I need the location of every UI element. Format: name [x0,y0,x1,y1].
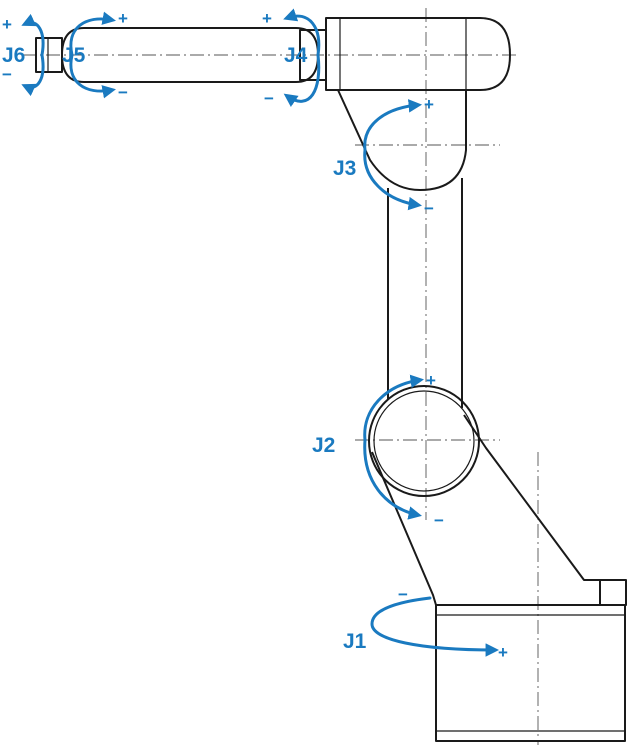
robot-base [435,579,627,742]
elbow-link-plate [337,89,467,191]
j2-negative-sign: − [434,511,444,530]
j1-label: J1 [343,630,367,653]
j6-negative-sign: − [2,65,12,84]
j5-rotation-arrow-negative [69,53,116,99]
j2-positive-sign: + [426,371,436,390]
direction-signs: − + + − + − + − + − + − [2,9,508,662]
j6-rotation-arrow-negative [21,53,45,97]
j3-rotation-arrow-negative [363,148,423,211]
rotation-arrows [21,8,500,657]
joint-labels: J1 J2 J3 J4 J5 J6 [2,44,367,653]
wrist-1-housing [325,17,511,91]
center-lines [22,8,539,745]
j1-rotation-arrow [370,596,500,657]
upper-arm [387,178,463,408]
j2-joint-housing-inner [373,390,475,492]
j3-label: J3 [333,157,356,180]
tool-flange-body [35,37,63,73]
j4-label: J4 [284,44,308,67]
j5-positive-sign: + [118,9,128,28]
j3-rotation-arrow-positive [363,99,423,152]
j4-negative-sign: − [264,89,274,108]
j4-rotation-arrow-positive [283,8,321,57]
j2-rotation-arrow-negative [363,438,422,520]
j2-label: J2 [312,434,335,457]
shoulder-housing [368,385,600,606]
j5-rotation-arrow-positive [69,11,116,57]
forearm-tube [61,27,319,83]
j6-positive-sign: + [2,15,12,34]
j3-negative-sign: − [424,199,434,218]
shoulder-link-plate [371,414,600,606]
j5-label: J5 [62,44,86,67]
forearm [61,27,327,83]
forearm-j4-collar [299,29,327,81]
base-body [435,604,626,742]
j6-rotation-arrow-positive [21,13,45,57]
j4-rotation-arrow-negative [283,53,321,107]
j5-negative-sign: − [118,83,128,102]
j3-positive-sign: + [424,95,434,114]
j1-negative-sign: − [398,585,408,604]
j1-positive-sign: + [498,643,508,662]
j2-rotation-arrow-positive [363,374,425,442]
elbow-housing [337,89,467,191]
wrist-housing [325,17,511,91]
base-top-flange [599,579,627,606]
j6-label: J6 [2,44,25,67]
j4-positive-sign: + [262,9,272,28]
tool-flange [35,37,63,73]
